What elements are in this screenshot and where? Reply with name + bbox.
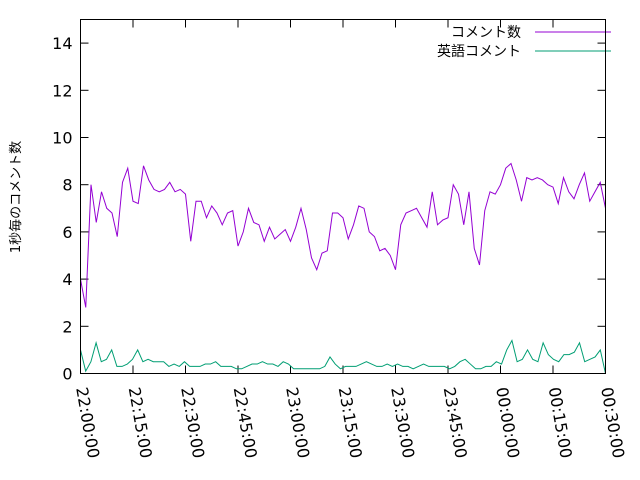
series-line-1	[80, 339, 606, 374]
series-layer	[80, 162, 606, 374]
y-axis-label: 1秒毎のコメント数	[8, 141, 24, 253]
y-tick-label: 6	[62, 223, 72, 242]
plot-frame	[80, 19, 606, 374]
y-tick-label: 14	[52, 34, 72, 53]
y-tick-label: 2	[62, 317, 72, 336]
legend-label: コメント数	[451, 25, 521, 41]
series-line-0	[80, 162, 606, 308]
y-tick-label: 4	[62, 270, 72, 289]
y-tick-label: 8	[62, 176, 72, 195]
y-tick-label: 10	[52, 129, 72, 148]
legend-label: 英語コメント	[437, 43, 521, 60]
y-tick-label: 0	[62, 365, 72, 384]
y-tick-label: 12	[52, 81, 72, 100]
